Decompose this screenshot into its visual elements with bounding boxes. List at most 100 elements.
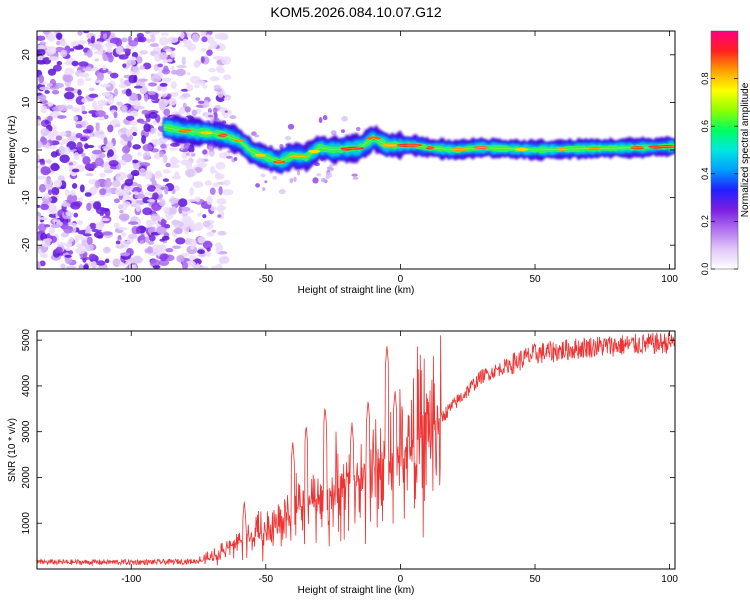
spectrogram-noise-blob — [83, 143, 89, 150]
spectrogram-noise-blob — [60, 263, 66, 269]
spectrogram-noise-blob — [166, 58, 173, 63]
spectrogram-noise-blob — [104, 42, 116, 47]
spectrogram-noise-blob — [132, 159, 139, 164]
spectrogram-noise-blob — [63, 146, 71, 155]
spectrogram-noise-blob — [316, 173, 322, 177]
spectrogram-noise-blob — [146, 246, 153, 254]
ridge-center-line — [163, 126, 675, 163]
spectrogram-noise-blob — [95, 260, 106, 266]
spectrogram-noise-blob — [103, 246, 111, 254]
spectrogram-noise-blob — [122, 63, 127, 68]
spectrogram-noise-blob — [192, 181, 204, 188]
spectrogram-noise-blob — [159, 82, 168, 87]
spectrogram-noise-blob — [89, 222, 97, 230]
spectrogram-noise-blob — [229, 115, 237, 120]
spectrogram-noise-blob — [152, 120, 157, 126]
spectrogram-noise-blob — [201, 36, 208, 43]
spectrogram-noise-blob — [322, 115, 328, 121]
spectrogram-noise-blob — [130, 56, 137, 61]
spectrogram-noise-blob — [293, 176, 297, 182]
spectrogram-noise-blob — [39, 94, 47, 102]
spectrogram-noise-blob — [165, 48, 172, 53]
spectrogram-noise-blob — [84, 77, 92, 82]
spectrogram-noise-blob — [142, 207, 153, 216]
spectrogram-noise-blob — [100, 218, 110, 222]
spectrogram-noise-blob — [85, 173, 94, 177]
spectrogram-noise-blob — [150, 74, 162, 83]
spectrogram-noise-blob — [121, 145, 131, 154]
spectrogram-noise-blob — [83, 264, 89, 269]
spectrogram-noise-blob — [209, 40, 218, 49]
spectrogram-noise-blob — [208, 146, 214, 153]
spectrogram-noise-blob — [262, 187, 266, 192]
spectrogram-noise-blob — [121, 188, 130, 197]
spectrogram-noise-blob — [132, 131, 138, 137]
spectrogram-noise-blob — [206, 49, 213, 56]
spectrogram-noise-blob — [122, 201, 131, 207]
colorbar-tick-label: 0.6 — [700, 120, 710, 133]
spectrogram-noise-blob — [296, 169, 301, 176]
snr-line — [37, 332, 675, 567]
spectrogram-noise-blob — [154, 184, 163, 189]
spectrogram-noise-blob — [185, 161, 193, 170]
spectrogram-noise-blob — [196, 157, 205, 167]
spectrogram-noise-blob — [119, 77, 124, 84]
spectrogram-noise-blob — [95, 207, 107, 215]
spectrogram-noise-blob — [37, 261, 41, 269]
spectrogram-noise-blob — [135, 202, 141, 212]
spectrogram-noise-blob — [139, 239, 145, 245]
spectrogram-noise-blob — [161, 68, 171, 75]
spectrogram-ridge — [163, 114, 675, 175]
spectrogram-noise-blob — [63, 225, 74, 234]
spectrogram-noise-blob — [213, 55, 224, 61]
spectrogram-noise-blob — [107, 124, 114, 133]
spectrogram-noise-blob — [125, 115, 135, 121]
spectrogram-y-tick-label: 10 — [21, 96, 32, 108]
spectrogram-noise-blob — [182, 151, 187, 160]
spectrogram-noise-blob — [103, 137, 108, 146]
spectrogram-noise-blob — [63, 91, 75, 100]
spectrogram-noise-blob — [45, 183, 54, 191]
spectrogram-noise-blob — [181, 261, 189, 269]
spectrogram-noise-blob — [213, 84, 221, 90]
spectrogram-noise-blob — [185, 112, 191, 116]
snr-y-ticks: 1000 2000 3000 4000 5000 — [21, 329, 675, 534]
spectrogram-noise-blob — [188, 255, 197, 260]
spectrogram-noise-blob — [180, 88, 189, 92]
spectrogram-noise-blob — [186, 72, 191, 76]
spectrogram-noise-blob — [67, 222, 74, 226]
spectrogram-noise-blob — [160, 143, 167, 149]
spectrogram-noise-blob — [127, 140, 132, 148]
spectrogram-noise-blob — [197, 249, 205, 255]
spectrogram-noise-blob — [44, 192, 50, 199]
spectrogram-noise-blob — [64, 254, 72, 258]
snr-x-tick-label: -50 — [259, 574, 274, 585]
spectrogram-noise-blob — [94, 79, 101, 84]
spectrogram-noise-blob — [97, 99, 108, 107]
spectrogram-noise-blob — [92, 100, 98, 109]
spectrogram-noise-blob — [162, 253, 169, 259]
spectrogram-noise-blob — [59, 154, 70, 164]
spectrogram-noise-blob — [47, 188, 53, 196]
spectrogram-noise-blob — [64, 243, 71, 247]
snr-panel: -100 -50 0 50 100 1000 2000 3000 4000 5000 Heigh… — [7, 329, 678, 596]
spectrogram-noise-blob — [95, 43, 102, 51]
spectrogram-noise-blob — [178, 198, 188, 208]
spectrogram-noise-blob — [118, 83, 127, 89]
snr-y-tick-label: 4000 — [21, 374, 32, 397]
spectrogram-noise-blob — [37, 55, 45, 60]
spectrogram-noise-blob — [91, 260, 97, 269]
spectrogram-noise-blob — [50, 224, 61, 228]
spectrogram-noise-blob — [138, 167, 147, 177]
snr-x-tick-label: -100 — [121, 574, 141, 585]
spectrogram-noise-blob — [204, 251, 212, 257]
spectrogram-noise-blob — [78, 264, 84, 269]
spectrogram-noise-blob — [94, 58, 100, 62]
spectrogram-noise-blob — [162, 77, 172, 83]
spectrogram-noise-blob — [121, 106, 128, 112]
spectrogram-noise-blob — [158, 198, 166, 207]
spectrogram-noise-blob — [153, 152, 161, 160]
spectrogram-noise-blob — [120, 134, 128, 139]
spectrogram-noise-blob — [159, 151, 165, 158]
